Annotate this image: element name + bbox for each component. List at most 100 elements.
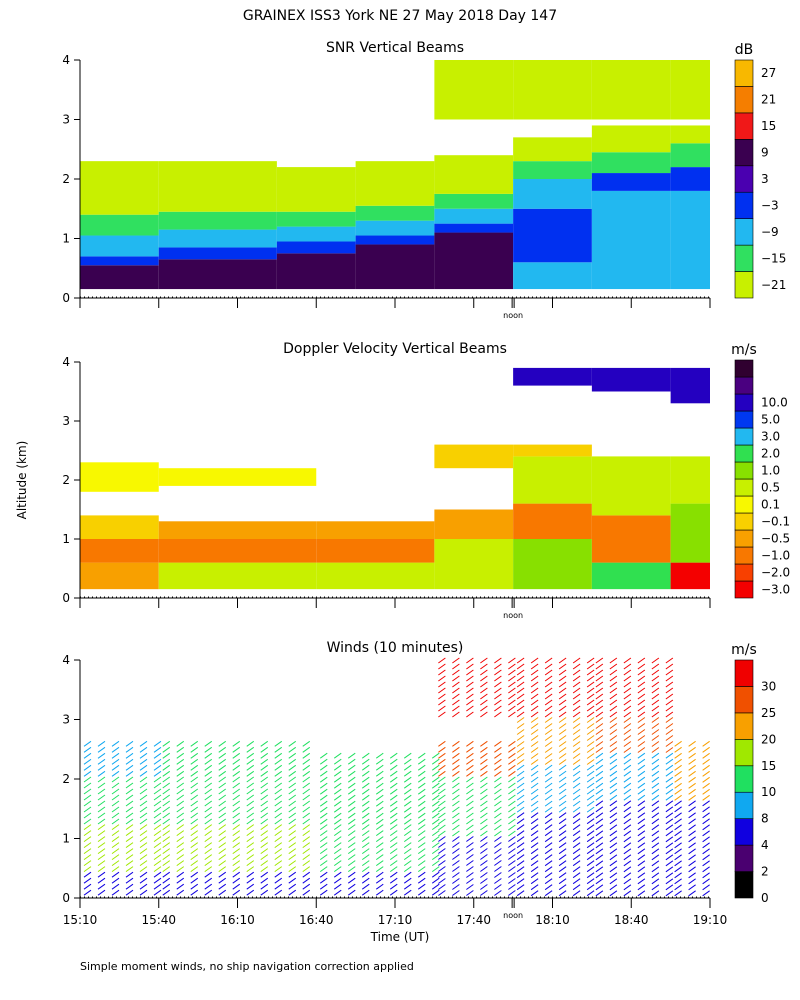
wind-barb [651,884,660,891]
wind-barb [83,842,92,849]
wind-barb [139,836,148,843]
wind-barb [431,806,440,813]
colorbar-swatch [734,563,754,582]
wind-barb [403,752,412,759]
wind-barb [389,800,398,807]
wind-barb [466,770,474,777]
wind-barb [288,871,297,878]
wind-barb [347,830,356,837]
wind-barb [375,782,384,789]
wind-barb [438,758,446,765]
wind-barb [431,758,440,765]
data-band [670,503,710,563]
wind-barb [452,687,460,694]
wind-barb [288,877,297,884]
wind-barb [586,669,595,676]
wind-barb [190,746,199,753]
wind-barb [674,818,682,825]
wind-barb [361,877,370,884]
wind-barb [688,824,696,831]
wind-barb [125,830,134,837]
wind-barb [665,848,674,855]
wind-barb [466,830,474,837]
wind-barb [494,746,502,753]
wind-barb [389,860,398,867]
wind-barb [651,669,660,676]
wind-barb [665,872,674,879]
wind-barb [176,740,185,747]
colorbar-swatch [734,495,754,514]
wind-barb [232,752,241,759]
wind-barb [702,842,710,849]
wind-barb [288,770,297,777]
wind-barb [665,812,674,819]
wind-barb [431,794,440,801]
wind-barb [111,854,120,861]
wind-barb [218,764,227,771]
wind-barb [204,812,213,819]
wind-barb [651,711,660,718]
wind-barb [176,848,185,855]
colorbar-tick-label: 9 [761,146,769,160]
wind-barb [111,848,120,855]
wind-barb [530,717,539,723]
wind-barb [544,866,553,873]
wind-barb [333,871,342,878]
wind-barb [375,860,384,867]
wind-barb [665,770,674,777]
wind-barb [595,830,604,837]
wind-barb [111,860,120,867]
wind-barb [274,866,283,873]
wind-barb [544,800,553,807]
wind-barb [218,836,227,843]
wind-barb [162,740,171,747]
wind-barb [558,824,567,831]
wind-barb [375,824,384,831]
wind-barb [190,842,199,849]
wind-barb [702,776,710,783]
wind-barb [452,824,460,831]
wind-barb [204,842,213,849]
wind-barb [516,854,525,861]
wind-barb [97,866,106,873]
wind-barb [288,752,297,759]
wind-barb [139,877,148,884]
wind-barb [111,740,120,747]
wind-barb [595,884,604,891]
wind-barb [572,866,581,873]
wind-barb [674,746,682,753]
wind-barb [83,836,92,843]
colorbar-tick-label: −2.0 [761,566,790,580]
wind-barb [530,794,539,801]
wind-barb [288,788,297,795]
wind-barb [347,871,356,878]
wind-barb [452,705,460,712]
wind-barb [153,830,162,837]
wind-barb [558,794,567,801]
wind-barb [508,758,516,765]
wind-barb [665,788,674,795]
wind-barb [361,848,370,855]
wind-barb [83,812,92,819]
wind-barb [204,860,213,867]
wind-barb [544,830,553,837]
wind-barb [83,854,92,861]
colorbar-swatch [734,871,754,899]
wind-barb [452,812,460,819]
wind-barb [558,860,567,867]
wind-barb [516,776,525,783]
wind-barb [516,693,525,700]
wind-barb [623,878,632,885]
wind-barb [153,860,162,867]
wind-barb [480,669,488,676]
wind-barb [452,830,460,837]
wind-barb [702,812,710,819]
wind-barb [623,842,632,849]
data-band [670,367,710,404]
wind-barb [466,878,474,884]
wind-barb [162,794,171,801]
wind-barb [319,818,328,825]
wind-barb [702,806,710,813]
wind-barb [586,818,595,825]
wind-barb [530,663,539,670]
